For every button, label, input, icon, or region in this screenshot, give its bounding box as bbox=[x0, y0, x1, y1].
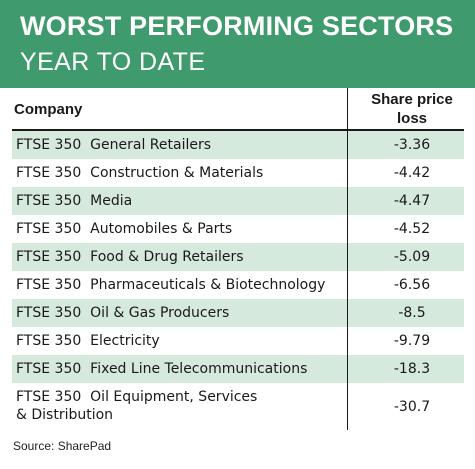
table-row: FTSE 350 Automobiles & Parts -4.52 bbox=[12, 215, 464, 243]
table-row: FTSE 350 Electricity -9.79 bbox=[12, 327, 464, 355]
page-subtitle: YEAR TO DATE bbox=[20, 48, 206, 76]
cell-company: FTSE 350 Media bbox=[16, 193, 133, 209]
cell-share-price-loss: -30.7 bbox=[393, 399, 431, 415]
cell-share-price-loss: -6.56 bbox=[393, 277, 431, 293]
cell-share-price-loss: -4.42 bbox=[393, 165, 431, 181]
table-row: FTSE 350 Oil Equipment, Services & Distr… bbox=[12, 383, 464, 429]
sectors-table: Company Share price loss FTSE 350 Genera… bbox=[12, 88, 464, 429]
source-note: Source: SharePad bbox=[13, 439, 112, 453]
cell-share-price-loss: -4.52 bbox=[393, 221, 431, 237]
table-row: FTSE 350 Oil & Gas Producers -8.5 bbox=[12, 299, 464, 327]
cell-share-price-loss: -9.79 bbox=[393, 333, 431, 349]
cell-share-price-loss: -18.3 bbox=[393, 361, 431, 377]
cell-share-price-loss: -4.47 bbox=[393, 193, 431, 209]
table-row: FTSE 350 General Retailers -3.36 bbox=[12, 131, 464, 159]
table-row: FTSE 350 Food & Drug Retailers -5.09 bbox=[12, 243, 464, 271]
table-header-row: Company Share price loss bbox=[12, 88, 464, 131]
cell-company: FTSE 350 Construction & Materials bbox=[16, 165, 264, 181]
table-row: FTSE 350 Pharmaceuticals & Biotechnology… bbox=[12, 271, 464, 299]
cell-company: FTSE 350 Automobiles & Parts bbox=[16, 221, 233, 237]
table-row: FTSE 350 Construction & Materials -4.42 bbox=[12, 159, 464, 187]
cell-company: FTSE 350 Oil Equipment, Services & Distr… bbox=[16, 389, 258, 423]
table-row: FTSE 350 Media -4.47 bbox=[12, 187, 464, 215]
column-header-share-price-loss: Share price loss bbox=[371, 91, 453, 127]
cell-share-price-loss: -3.36 bbox=[393, 137, 431, 153]
page-title: WORST PERFORMING SECTORS bbox=[20, 11, 454, 41]
column-header-company: Company bbox=[14, 101, 83, 118]
table-row: FTSE 350 Fixed Line Telecommunications -1… bbox=[12, 355, 464, 383]
cell-company: FTSE 350 Oil & Gas Producers bbox=[16, 305, 230, 321]
column-divider bbox=[347, 88, 348, 430]
title-banner: WORST PERFORMING SECTORS YEAR TO DATE bbox=[0, 0, 475, 88]
cell-company: FTSE 350 Food & Drug Retailers bbox=[16, 249, 244, 265]
cell-share-price-loss: -8.5 bbox=[398, 305, 426, 321]
cell-company: FTSE 350 Pharmaceuticals & Biotechnology bbox=[16, 277, 326, 293]
cell-company: FTSE 350 Electricity bbox=[16, 333, 160, 349]
cell-company: FTSE 350 General Retailers bbox=[16, 137, 212, 153]
cell-share-price-loss: -5.09 bbox=[393, 249, 431, 265]
table-body: FTSE 350 General Retailers -3.36 FTSE 350 … bbox=[12, 131, 464, 429]
cell-company: FTSE 350 Fixed Line Telecommunications bbox=[16, 361, 308, 377]
